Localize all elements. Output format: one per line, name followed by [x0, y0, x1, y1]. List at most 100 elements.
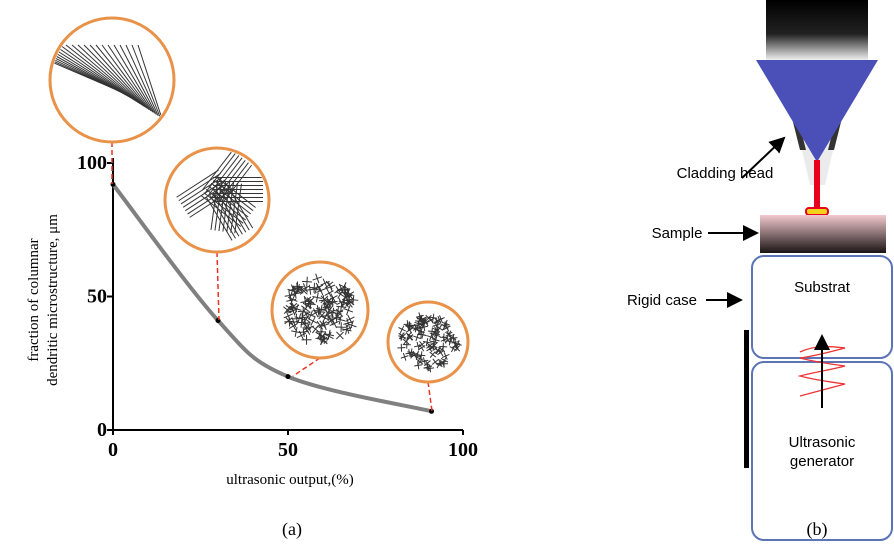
x-axis-label: ultrasonic output,(%) — [226, 472, 353, 488]
dendrite — [288, 321, 298, 331]
dendrite — [101, 44, 152, 112]
dendrite — [325, 282, 336, 292]
dendrite — [304, 322, 314, 333]
head-body — [766, 0, 868, 62]
dendrite — [431, 335, 440, 344]
chart: 0 50 100 0 50 100 ultrasonic output,(%) fractio… — [26, 152, 478, 488]
dendrite — [316, 326, 327, 337]
dendrite — [180, 176, 224, 205]
dendrite — [335, 314, 346, 325]
dendrite — [287, 294, 298, 305]
dendrite — [125, 44, 159, 117]
dendrite — [107, 44, 154, 113]
dendrite — [204, 152, 237, 193]
dendrite — [327, 297, 337, 307]
dendrite — [311, 308, 321, 318]
y-tick-label: 50 — [87, 286, 107, 308]
dendrite — [319, 320, 330, 331]
dendrite — [405, 331, 413, 339]
dendrite — [343, 318, 354, 328]
dendrite — [52, 44, 136, 101]
dendrite — [83, 44, 146, 108]
dendrite — [284, 316, 293, 325]
dendrite — [320, 278, 330, 289]
dendrite — [339, 282, 349, 292]
y-tick-label: 100 — [77, 152, 107, 174]
label: Rigid case — [627, 292, 697, 309]
dendrite — [292, 283, 303, 294]
dendrite — [308, 316, 318, 326]
dendrite — [336, 322, 347, 333]
dendrite — [318, 295, 329, 306]
dendrite — [316, 285, 326, 296]
dendrite — [423, 338, 432, 347]
connector — [292, 357, 321, 377]
dendrite — [201, 150, 233, 191]
dendrite — [429, 351, 437, 358]
dendrite — [342, 323, 353, 334]
dendrite — [445, 330, 453, 338]
dendrite — [427, 333, 435, 342]
dendrite — [212, 193, 240, 237]
texture — [176, 150, 264, 241]
dendrite — [211, 157, 243, 198]
dendrite — [71, 44, 143, 106]
dendrite — [343, 305, 354, 316]
dendrite — [95, 44, 150, 111]
y-tick-label: 0 — [97, 419, 107, 441]
dendrite — [420, 357, 429, 366]
dendrite — [437, 315, 445, 323]
x-tick-label: 0 — [108, 439, 118, 461]
label: Cladding head — [677, 165, 774, 182]
dendrite — [65, 44, 141, 105]
dendrite — [414, 361, 423, 370]
dendrite — [316, 304, 327, 315]
dendrite — [397, 343, 406, 352]
dendrite — [319, 333, 330, 344]
dendrite — [187, 186, 230, 215]
dendrite — [331, 312, 342, 323]
panel-label: (b) — [807, 519, 828, 540]
dendrite — [305, 310, 316, 320]
y-axis-label: fraction of columnar — [26, 238, 42, 361]
dendrite — [302, 300, 312, 311]
dendrite — [402, 338, 410, 345]
inset-circle — [48, 16, 176, 144]
label: generator — [790, 453, 854, 470]
dendrite — [301, 276, 313, 287]
dendrite — [405, 322, 414, 331]
dendrite — [441, 352, 450, 360]
laser-beam — [814, 160, 820, 210]
x-tick-label: 100 — [448, 439, 478, 461]
dendrite — [131, 44, 161, 118]
dendrite — [300, 283, 311, 293]
dendrite — [453, 345, 461, 352]
connector — [216, 251, 220, 321]
dendrite — [434, 347, 442, 355]
dendrite — [89, 44, 148, 109]
label: Substrat — [794, 279, 851, 296]
line-series — [111, 183, 432, 414]
dendrite — [430, 342, 438, 349]
dendrite — [336, 301, 347, 312]
dendrite — [297, 306, 309, 317]
arrow — [741, 136, 786, 179]
dendrite — [452, 341, 461, 350]
dendrite — [406, 333, 414, 341]
point — [215, 318, 221, 324]
dendrite — [283, 311, 294, 321]
dendrite — [415, 327, 424, 335]
dendrite — [400, 352, 409, 361]
dendrite — [309, 282, 320, 293]
dendrite — [435, 360, 443, 369]
dendrite — [311, 284, 322, 295]
dendrite — [189, 189, 232, 218]
dendrite — [427, 316, 435, 324]
dendrite — [426, 364, 435, 373]
dendrite — [440, 321, 449, 330]
dendrite — [214, 159, 246, 201]
dendrite — [302, 322, 311, 331]
dendrite — [53, 44, 137, 102]
